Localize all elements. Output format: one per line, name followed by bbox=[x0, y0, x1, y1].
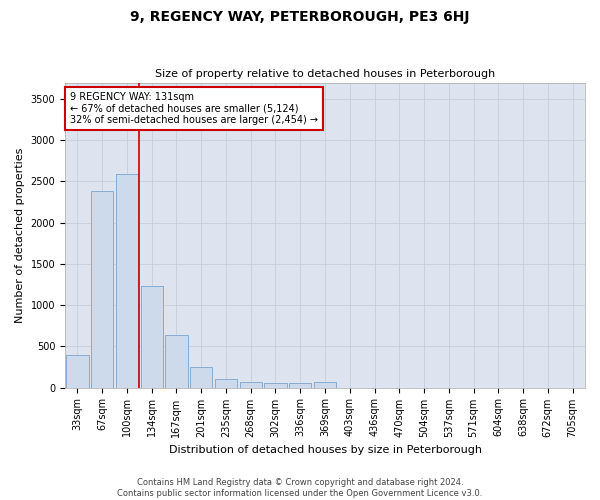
Text: 9 REGENCY WAY: 131sqm
← 67% of detached houses are smaller (5,124)
32% of semi-d: 9 REGENCY WAY: 131sqm ← 67% of detached … bbox=[70, 92, 318, 125]
Bar bbox=[116, 174, 138, 388]
Title: Size of property relative to detached houses in Peterborough: Size of property relative to detached ho… bbox=[155, 69, 495, 79]
Bar bbox=[166, 335, 188, 388]
Bar bbox=[190, 368, 212, 388]
Bar bbox=[239, 382, 262, 388]
Text: Contains HM Land Registry data © Crown copyright and database right 2024.
Contai: Contains HM Land Registry data © Crown c… bbox=[118, 478, 482, 498]
Bar bbox=[66, 356, 89, 388]
Bar bbox=[91, 190, 113, 388]
Bar bbox=[265, 382, 287, 388]
Bar bbox=[289, 384, 311, 388]
X-axis label: Distribution of detached houses by size in Peterborough: Distribution of detached houses by size … bbox=[169, 445, 482, 455]
Y-axis label: Number of detached properties: Number of detached properties bbox=[15, 148, 25, 323]
Bar bbox=[314, 382, 336, 388]
Bar bbox=[140, 286, 163, 388]
Bar bbox=[215, 378, 237, 388]
Text: 9, REGENCY WAY, PETERBOROUGH, PE3 6HJ: 9, REGENCY WAY, PETERBOROUGH, PE3 6HJ bbox=[130, 10, 470, 24]
